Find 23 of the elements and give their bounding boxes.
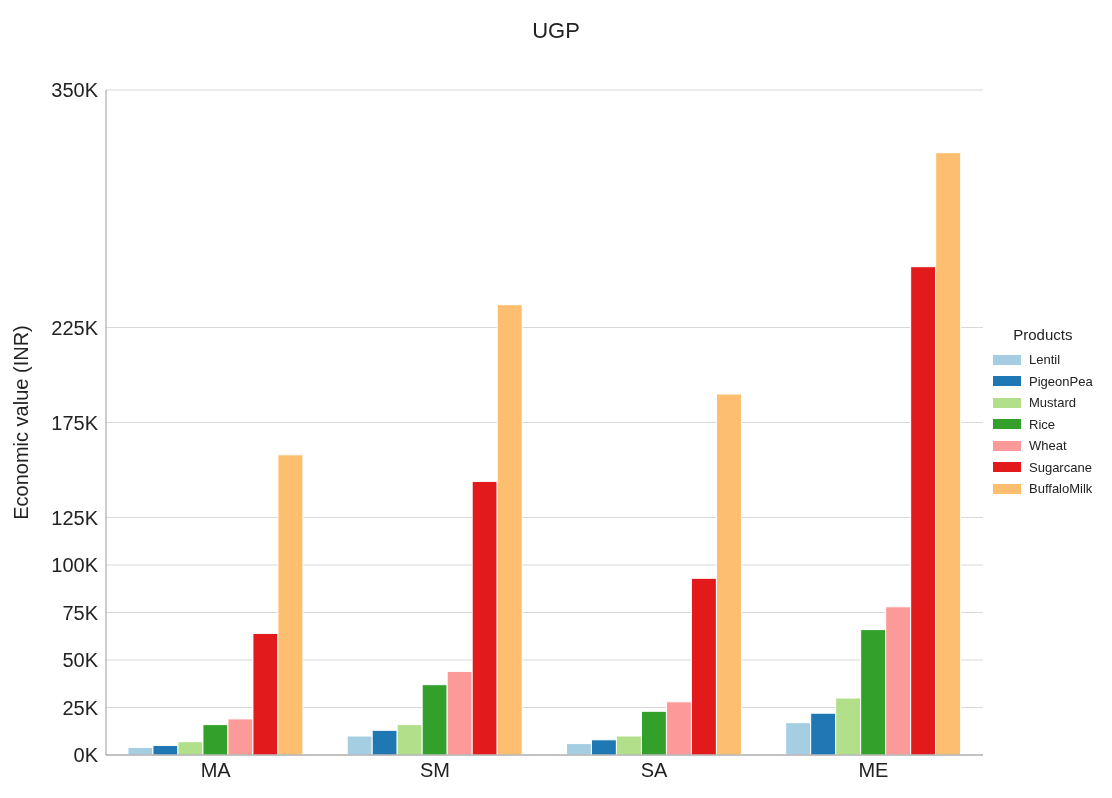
legend-label: Rice (1028, 415, 1056, 434)
y-tick-label: 175K (51, 411, 99, 434)
legend-label: Sugarcane (1028, 458, 1093, 477)
legend-label: PigeonPea (1028, 372, 1093, 391)
y-tick-label: 100K (51, 554, 99, 577)
y-tick-label: 50K (62, 649, 99, 672)
legend-label: BuffaloMilk (1028, 480, 1093, 499)
legend-label: Mustard (1028, 394, 1077, 413)
y-axis-title: Economic value (INR) (10, 325, 33, 520)
y-tick-label: 0K (73, 744, 99, 767)
x-tick-label: MA (200, 759, 232, 782)
y-tick-label: 25K (62, 696, 99, 719)
y-tick-label: 75K (62, 601, 99, 624)
y-tick-label: 225K (51, 316, 99, 339)
x-tick-label: ME (858, 759, 889, 782)
legend-label: Lentil (1028, 351, 1062, 370)
legend-label: Wheat (1028, 437, 1068, 456)
x-tick-label: SA (640, 759, 669, 782)
y-tick-label: 125K (51, 506, 99, 529)
y-tick-label: 350K (51, 79, 99, 102)
x-tick-label: SM (419, 759, 450, 782)
legend-title: Products (1012, 326, 1074, 343)
chart-title: UGP (531, 18, 581, 44)
